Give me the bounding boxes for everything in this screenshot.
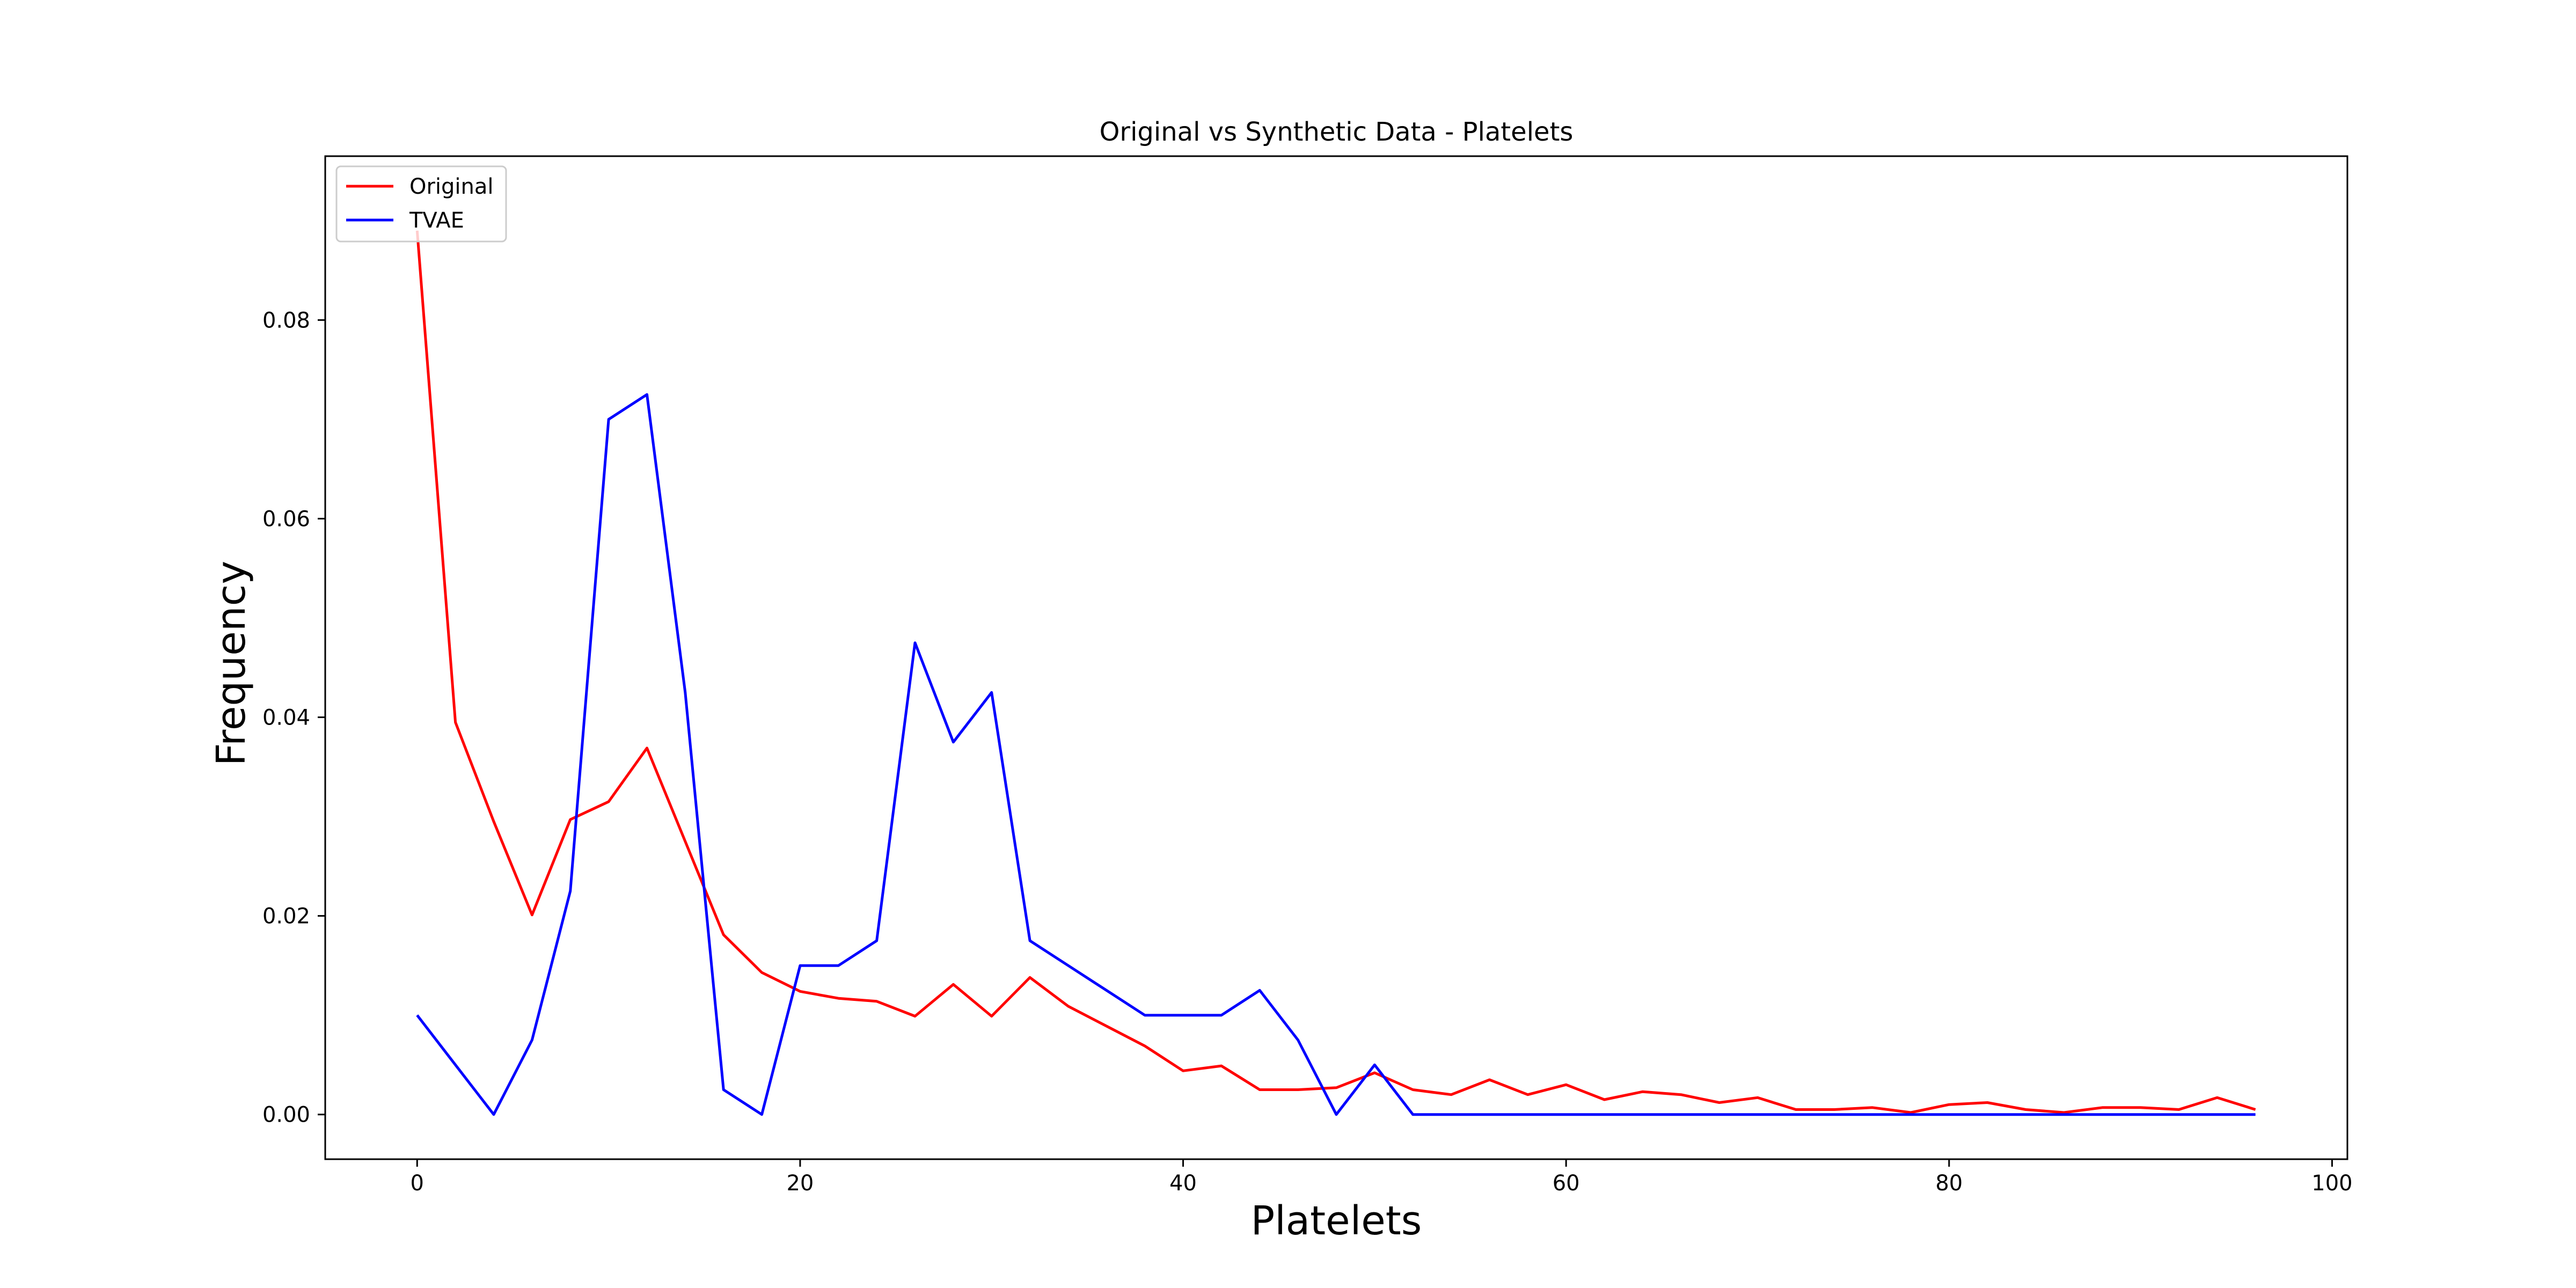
- y-tick-label: 0.02: [262, 904, 310, 929]
- x-axis-label: Platelets: [1251, 1198, 1422, 1244]
- legend: Original TVAE: [335, 165, 507, 243]
- series-line-original: [415, 230, 2256, 1114]
- y-tick-label: 0.08: [262, 308, 310, 333]
- y-tick-label: 0.00: [262, 1103, 310, 1128]
- y-tick-label: 0.06: [262, 507, 310, 531]
- legend-label-original: Original: [409, 174, 494, 199]
- chart-title: Original vs Synthetic Data - Platelets: [1100, 117, 1574, 147]
- y-axis-label: Frequency: [208, 561, 254, 766]
- x-tick-label: 20: [786, 1171, 814, 1196]
- x-tick-label: 0: [411, 1171, 424, 1196]
- x-tick-label: 60: [1553, 1171, 1580, 1196]
- y-tick-label: 0.04: [262, 706, 310, 730]
- plot-frame: [324, 155, 2348, 1160]
- series-line-tvae: [416, 393, 2256, 1116]
- x-tick-label: 100: [2311, 1171, 2352, 1196]
- y-axis-ticks: 0.00 0.02 0.04 0.06 0.08: [262, 308, 325, 1128]
- x-tick-label: 80: [1935, 1171, 1963, 1196]
- x-tick-label: 40: [1169, 1171, 1197, 1196]
- plot-lines: [415, 230, 2256, 1116]
- legend-label-tvae: TVAE: [409, 208, 464, 233]
- x-axis-ticks: 0 20 40 60 80 100: [411, 1159, 2353, 1196]
